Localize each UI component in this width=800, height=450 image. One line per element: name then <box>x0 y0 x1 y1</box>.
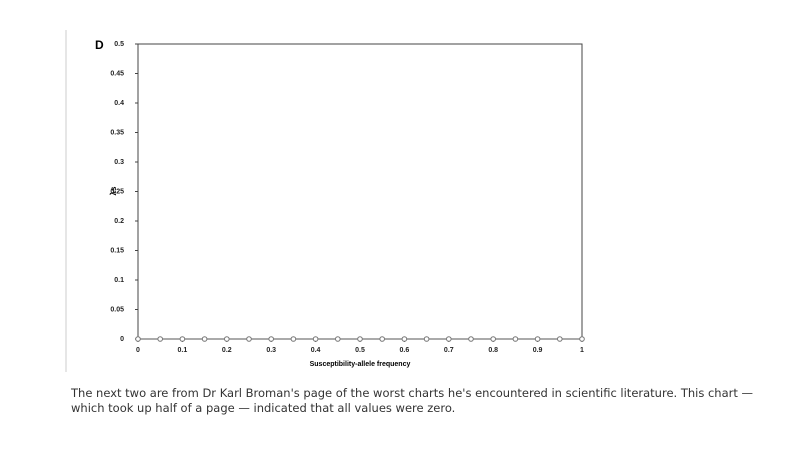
data-point <box>157 336 163 342</box>
data-point <box>490 336 497 342</box>
x-tick-label: 0.3 <box>266 347 276 354</box>
caption: The next two are from Dr Karl Broman's p… <box>71 386 753 416</box>
y-tick-label: 0.25 <box>110 188 124 195</box>
data-point <box>534 336 541 342</box>
x-tick-label: 0.4 <box>311 347 321 354</box>
y-tick-label: 0 <box>120 336 124 343</box>
caption-line: which took up half of a page — indicated… <box>71 401 456 415</box>
x-tick-label: 0.5 <box>355 347 365 354</box>
data-point <box>512 336 519 342</box>
chart: D Susceptibility-allele frequency λs 0 0.… <box>65 30 585 372</box>
data-point <box>268 336 275 342</box>
y-tick-label: 0.35 <box>110 129 124 136</box>
data-point <box>335 336 341 342</box>
x-tick-label: 0.9 <box>533 347 543 354</box>
data-point <box>179 336 186 342</box>
x-tick-label: 1 <box>580 347 584 354</box>
data-point <box>446 336 452 342</box>
data-point <box>290 336 297 342</box>
y-tick-label: 0.4 <box>114 100 124 107</box>
y-axis-label: λs <box>109 186 118 195</box>
y-tick-label: 0.3 <box>114 159 124 166</box>
x-tick-label: 0.8 <box>488 347 498 354</box>
x-tick-label: 0.2 <box>222 347 232 354</box>
data-point <box>401 336 408 342</box>
data-point <box>379 336 386 342</box>
x-tick-label: 0 <box>136 347 140 354</box>
plot-frame <box>137 43 583 340</box>
data-point <box>579 336 585 342</box>
data-point <box>468 336 474 342</box>
x-tick-label: 0.1 <box>178 347 188 354</box>
y-tick-label: 0.2 <box>114 218 124 225</box>
data-point <box>312 336 319 342</box>
data-point <box>224 336 230 342</box>
x-axis-label: Susceptibility-allele frequency <box>310 361 411 368</box>
data-point <box>135 336 141 342</box>
panel-label: D <box>95 38 104 52</box>
y-tick-label: 0.15 <box>110 247 124 254</box>
data-point <box>357 336 363 342</box>
y-tick-label: 0.5 <box>114 41 124 48</box>
data-point <box>557 336 563 342</box>
data-point <box>246 336 252 342</box>
y-tick-label: 0.05 <box>110 306 124 313</box>
caption-line: The next two are from Dr Karl Broman's p… <box>71 386 754 400</box>
x-tick-label: 0.7 <box>444 347 454 354</box>
data-point <box>423 336 430 342</box>
data-point <box>201 336 208 342</box>
y-tick-label: 0.1 <box>114 277 124 284</box>
x-tick-label: 0.6 <box>400 347 410 354</box>
y-tick-label: 0.45 <box>110 70 124 77</box>
